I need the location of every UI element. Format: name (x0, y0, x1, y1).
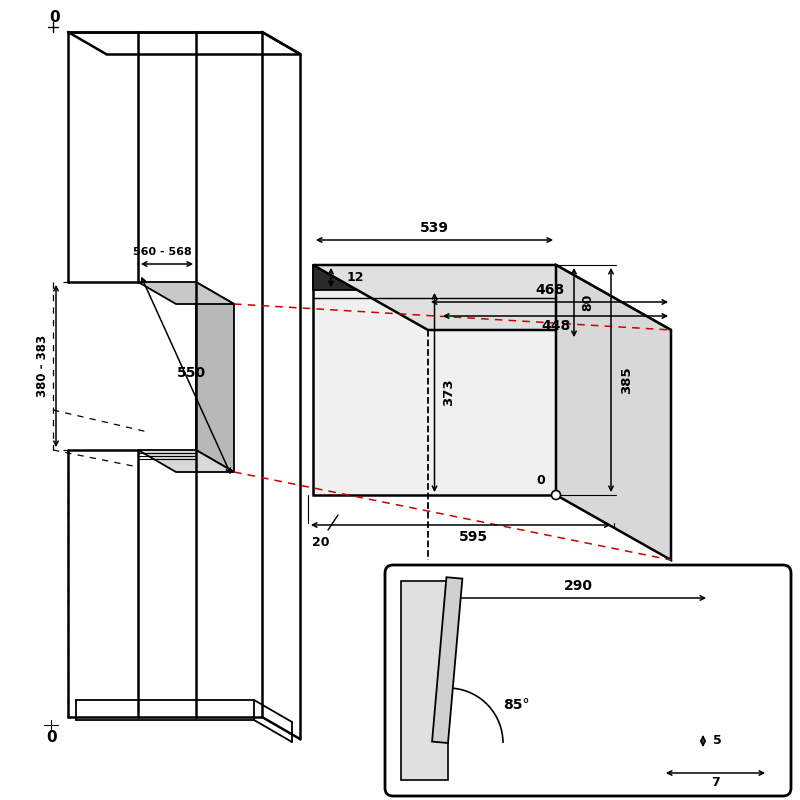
FancyBboxPatch shape (385, 565, 791, 796)
Text: 5: 5 (713, 734, 722, 747)
Text: 539: 539 (420, 221, 449, 235)
Text: 448: 448 (541, 319, 570, 333)
Polygon shape (138, 282, 234, 304)
Text: 20: 20 (312, 537, 330, 550)
Text: 550: 550 (177, 366, 206, 380)
Polygon shape (196, 282, 234, 472)
Text: 380 - 383: 380 - 383 (35, 335, 49, 397)
Text: 560 - 568: 560 - 568 (133, 247, 191, 257)
Text: 12: 12 (346, 271, 364, 284)
Text: 373: 373 (442, 378, 455, 406)
Polygon shape (313, 265, 556, 290)
Text: 7: 7 (711, 775, 720, 789)
Polygon shape (432, 578, 462, 743)
Polygon shape (401, 581, 448, 780)
Text: 468: 468 (535, 283, 564, 297)
Text: 595: 595 (458, 530, 488, 544)
Polygon shape (556, 265, 671, 560)
Text: 385: 385 (621, 366, 634, 394)
Text: 0: 0 (50, 10, 60, 25)
Polygon shape (313, 265, 556, 495)
Polygon shape (138, 450, 234, 472)
Text: 0: 0 (46, 730, 58, 746)
Text: 80: 80 (582, 294, 594, 311)
Text: 85°: 85° (502, 698, 530, 712)
Circle shape (551, 490, 561, 499)
Polygon shape (313, 265, 671, 330)
Text: 0: 0 (537, 474, 546, 487)
Text: 290: 290 (564, 579, 593, 593)
